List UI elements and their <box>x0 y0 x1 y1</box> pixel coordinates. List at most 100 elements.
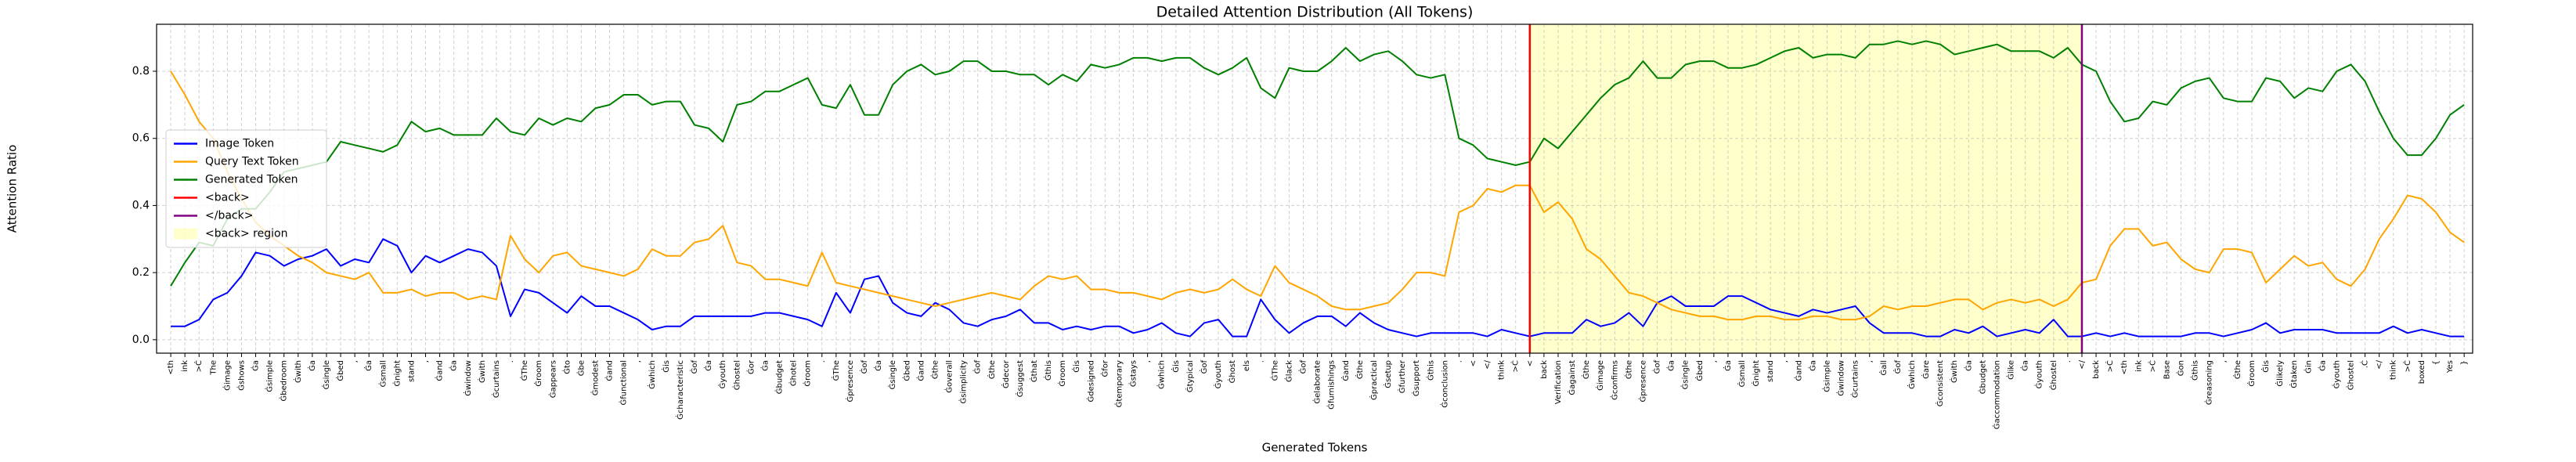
x-tick-label: Ġimage <box>1595 360 1605 391</box>
x-tick-label: Ġa <box>251 360 261 371</box>
x-tick-label: Ġsmall <box>1737 360 1747 387</box>
x-tick-label: Base <box>2163 360 2171 379</box>
x-tick-label: Ġa <box>1963 360 1973 371</box>
x-tick-label: ĠThe <box>831 360 841 381</box>
x-tick-label: Ġthe <box>2232 360 2242 379</box>
x-tick-label: ĠThe <box>1269 360 1279 381</box>
x-tick-label: , <box>1780 360 1789 363</box>
x-tick-label: Ġa <box>759 360 770 371</box>
x-tick-label: Ġsetup <box>1383 360 1393 388</box>
x-tick-label: Yes <box>2446 360 2455 374</box>
x-tick-label: Ġcurtains <box>1850 360 1860 398</box>
x-tick-label: Ġthis <box>1043 360 1053 381</box>
x-tick-label: Ġthe <box>1623 360 1633 379</box>
x-tick-label: els <box>1243 360 1251 371</box>
x-tick-label: Ġhotel <box>788 360 799 386</box>
y-tick-label: 0.4 <box>132 199 150 211</box>
x-tick-label: Ġimage <box>222 360 232 391</box>
x-tick-label: Ġnight <box>1751 360 1761 387</box>
legend: Image Token Query Text Token Generated Tok… <box>165 129 327 248</box>
x-tick-label: ink <box>181 360 189 372</box>
x-tick-label: Ġa <box>2020 360 2030 371</box>
x-tick-label: Ġa <box>703 360 713 371</box>
x-tick-label: } <box>2460 360 2469 365</box>
x-tick-label: Ġof <box>1652 360 1662 374</box>
x-tick-label: think <box>1498 360 1506 380</box>
x-tick-label: Ġaccommodation <box>1991 360 2001 429</box>
x-tick-label: Ġof <box>859 360 869 374</box>
x-tick-label: Ġof <box>972 360 983 374</box>
x-tick-label: Ġoverall <box>944 360 954 393</box>
legend-label: Generated Token <box>205 174 298 186</box>
x-tick-label: Ġshows <box>236 360 246 391</box>
x-tick-label: Ġmodest <box>590 360 601 395</box>
x-tick-label: Ġsimple <box>265 360 275 392</box>
x-tick-label: Ġthis <box>2190 360 2200 381</box>
x-tick-label: Ġroom <box>533 360 543 387</box>
x-tick-label: Ġthe <box>1355 360 1365 379</box>
x-tick-label: back <box>2092 360 2101 379</box>
x-tick-label: Ġfunctional <box>619 360 629 406</box>
x-tick-label: Ġwindow <box>1836 360 1846 396</box>
x-tick-label: Ġappears <box>547 360 557 398</box>
x-tick-label: Ġis <box>1171 360 1181 373</box>
x-tick-label: Ġwindow <box>463 360 473 396</box>
x-tick-label: Ġsmall <box>377 360 388 387</box>
x-tick-label: Ġelaborate <box>1312 360 1322 404</box>
x-tick-label: Ġthe <box>987 360 997 379</box>
x-tick-label: Ġfurther <box>1397 359 1407 393</box>
x-tick-label: , <box>1144 360 1153 363</box>
x-tick-label: Ġis <box>1071 360 1081 373</box>
x-tick-label: < <box>1526 360 1535 366</box>
x-tick-label: Ġsingle <box>321 360 331 389</box>
x-tick-label: Ġhostel <box>2048 360 2058 390</box>
x-tick-label: . <box>1257 360 1265 363</box>
x-tick-label: Ġof <box>1892 360 1903 374</box>
y-tick-label: 0.0 <box>132 334 150 346</box>
x-tick-label: Ġtaken <box>2289 360 2299 388</box>
x-tick-label: ĠThe <box>519 360 529 381</box>
x-tick-label: Ġyouth <box>2331 360 2341 388</box>
x-tick-label: Ġroom <box>803 360 813 387</box>
x-tick-label: Ġpresence <box>1637 360 1647 402</box>
x-tick-label: . <box>818 360 827 363</box>
x-tick-label: Ġbudget <box>774 360 785 394</box>
x-tick-label: Ġhostel <box>2346 360 2356 390</box>
x-tick-label: Ġlack <box>1283 360 1293 382</box>
x-tick-label: >Ċ <box>1510 360 1521 372</box>
x-tick-label: <th <box>167 360 175 375</box>
legend-label: <back> <box>205 192 250 204</box>
x-tick-label: Ġreasoning <box>2204 360 2214 405</box>
x-tick-label: Ġwhich <box>647 360 657 389</box>
x-tick-label: Ġlikely <box>2275 360 2285 387</box>
x-tick-label: Ġbed <box>335 360 345 381</box>
x-tick-label: Ġroom <box>1057 360 1067 387</box>
x-tick-label: Ġconsistent <box>1935 360 1945 406</box>
x-tick-label: Ġdesigned <box>1085 360 1095 402</box>
x-tick-label: , <box>351 360 359 363</box>
x-tick-label: . <box>507 360 515 363</box>
x-tick-label: Ġconfirms <box>1609 360 1619 400</box>
x-tick-label: stand <box>1766 360 1775 382</box>
x-tick-label: , <box>422 360 431 363</box>
y-tick-label: 0.2 <box>132 266 150 279</box>
x-tick-label: </ <box>2376 359 2384 369</box>
x-tick-label: Ġsimple <box>1822 360 1832 392</box>
x-tick-label: Ġsingle <box>1680 360 1690 389</box>
x-tick-label: Ġhostel <box>731 360 741 390</box>
x-tick-label: Ġa <box>1807 360 1817 371</box>
x-tick-label: , <box>1710 360 1719 363</box>
x-tick-label: Ġdecor <box>1001 359 1011 388</box>
x-tick-label: Ġfurnishings <box>1326 360 1337 410</box>
x-tick-label: Ġthat <box>1029 360 1039 382</box>
x-tick-label: Ġof <box>689 360 699 374</box>
x-tick-label: Ġwhich <box>1156 360 1167 389</box>
chart-title: Detailed Attention Distribution (All Tok… <box>1156 4 1474 21</box>
back-region <box>1529 24 2082 353</box>
x-tick-label: Ġtemporary <box>1113 360 1124 407</box>
x-tick-label: >Ċ <box>193 360 204 372</box>
x-tick-label: Ġand <box>1793 360 1803 381</box>
x-tick-label: Ġsingle <box>887 360 897 389</box>
x-tick-label: The <box>209 360 218 376</box>
